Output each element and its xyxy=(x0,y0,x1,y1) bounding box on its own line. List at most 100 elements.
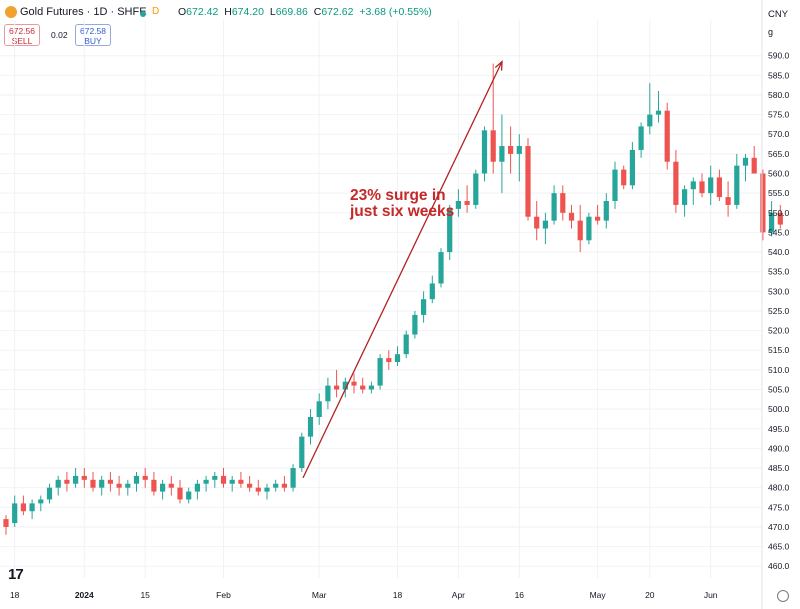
candle-body xyxy=(751,157,757,174)
candle-body xyxy=(525,146,531,217)
candle xyxy=(360,377,366,394)
candle xyxy=(603,193,609,229)
symbol-title[interactable]: Gold Futures · 1D · SHFE xyxy=(20,6,147,18)
y-tick-label: 570.0 xyxy=(768,129,790,139)
unit-selector[interactable]: g xyxy=(768,27,774,37)
candle xyxy=(473,169,479,209)
buy-label: BUY xyxy=(84,36,102,46)
ohlc-key-close: C xyxy=(313,6,322,18)
candle xyxy=(655,91,662,123)
candle xyxy=(377,354,383,390)
candle xyxy=(90,471,96,492)
surge-annotation: 23% surge in just six weeks xyxy=(350,187,455,220)
candle xyxy=(464,185,470,213)
candle-body xyxy=(290,468,296,488)
candle xyxy=(455,189,461,217)
y-tick-label: 490.0 xyxy=(768,443,790,453)
candle-body xyxy=(125,483,131,488)
candle xyxy=(760,169,766,241)
y-tick-label: 520.0 xyxy=(768,326,790,336)
candle-body xyxy=(46,487,53,500)
sell-button[interactable]: 672.56 SELL xyxy=(4,24,40,46)
candle xyxy=(499,114,505,194)
candle xyxy=(568,204,575,229)
candle xyxy=(716,169,722,202)
grid-lines xyxy=(0,20,762,578)
candle-body xyxy=(473,173,479,205)
candle-body xyxy=(577,220,583,241)
candle-body xyxy=(447,208,453,253)
candle xyxy=(3,515,9,535)
candle-body xyxy=(273,483,279,488)
candle-body xyxy=(769,212,775,233)
candlesticks xyxy=(3,63,783,535)
candle-body xyxy=(629,149,635,186)
ohlc-key-high: H xyxy=(224,6,232,18)
candle xyxy=(238,471,244,488)
candle xyxy=(682,185,688,217)
candle xyxy=(629,142,635,190)
tradingview-logo[interactable]: 17 xyxy=(8,566,24,583)
candle xyxy=(412,310,418,339)
candle-body xyxy=(64,479,70,484)
candle-body xyxy=(142,475,148,480)
candle xyxy=(368,381,374,394)
candle-body xyxy=(490,130,496,162)
candle xyxy=(186,487,192,504)
candle-body xyxy=(3,519,9,527)
y-tick-label: 510.0 xyxy=(768,365,790,375)
candle-body xyxy=(90,479,96,488)
currency-selector[interactable]: CNY xyxy=(768,9,789,20)
candle xyxy=(107,471,113,492)
candle-body xyxy=(99,479,105,488)
time-axis: 18 2024 15 Feb Mar 18 Apr 16 May 20 Jun xyxy=(10,590,718,600)
y-tick-label: 550.0 xyxy=(768,208,790,218)
candle-body xyxy=(116,483,122,488)
candle xyxy=(577,204,583,253)
candle-body xyxy=(568,212,575,221)
candle-body xyxy=(603,201,609,221)
settings-icon[interactable] xyxy=(777,590,789,602)
x-tick-label: May xyxy=(590,590,607,600)
candle xyxy=(621,165,627,190)
y-tick-label: 485.0 xyxy=(768,463,790,473)
x-tick-label: 18 xyxy=(393,590,403,600)
candle xyxy=(508,126,514,174)
candle-body xyxy=(247,483,253,488)
candle xyxy=(273,479,279,492)
candle-body xyxy=(690,181,696,190)
candle xyxy=(194,479,200,500)
candle-body xyxy=(186,491,192,500)
candle-body xyxy=(360,385,366,390)
candle xyxy=(647,83,653,135)
candle-body xyxy=(220,475,227,484)
candle-body xyxy=(29,503,35,512)
candle-body xyxy=(386,358,392,363)
candle xyxy=(334,369,340,398)
candle-body xyxy=(264,487,270,492)
sell-price: 672.56 xyxy=(9,26,35,36)
candle xyxy=(742,153,749,182)
candle xyxy=(612,161,618,209)
y-tick-label: 535.0 xyxy=(768,267,790,277)
candle xyxy=(307,409,314,445)
x-tick-label: Feb xyxy=(216,590,231,600)
y-tick-label: 530.0 xyxy=(768,286,790,296)
y-tick-label: 560.0 xyxy=(768,169,790,179)
buy-button[interactable]: 672.58 BUY xyxy=(75,24,111,46)
candle xyxy=(664,102,670,170)
candle-body xyxy=(595,216,601,221)
spread-value: 0.02 xyxy=(51,30,68,40)
candle xyxy=(133,471,140,492)
candle xyxy=(751,146,757,174)
candle xyxy=(595,204,601,225)
candle xyxy=(516,134,522,182)
candle-body xyxy=(516,146,522,154)
candle-body xyxy=(508,146,514,154)
candle xyxy=(421,291,427,323)
candle xyxy=(38,495,44,512)
y-tick-label: 565.0 xyxy=(768,149,790,159)
candle xyxy=(151,471,157,496)
ohlc-close: 672.62 xyxy=(321,6,354,18)
